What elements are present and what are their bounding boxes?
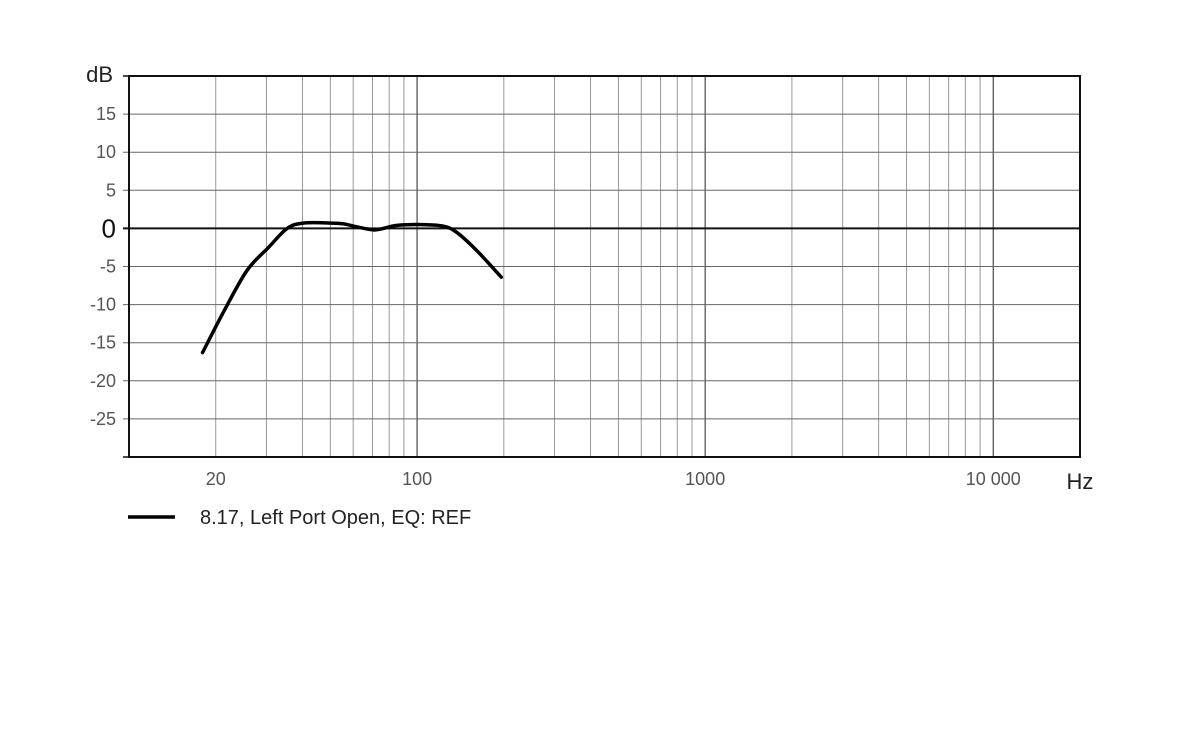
x-tick-label: 10 000 bbox=[966, 469, 1021, 489]
x-tick-label: 20 bbox=[206, 469, 226, 489]
series-line bbox=[200, 220, 504, 355]
y-tick-label: -10 bbox=[90, 295, 116, 315]
y-tick-label: 0 bbox=[102, 213, 116, 243]
y-tick-label: -15 bbox=[90, 333, 116, 353]
y-tick-label: -20 bbox=[90, 371, 116, 391]
x-tick-label: 1000 bbox=[685, 469, 725, 489]
x-axis-label: Hz bbox=[1067, 469, 1094, 494]
y-tick-label: -5 bbox=[100, 257, 116, 277]
y-tick-label: 5 bbox=[106, 180, 116, 200]
plot-frame bbox=[128, 75, 1081, 458]
y-tick-label: 15 bbox=[96, 104, 116, 124]
y-axis-label: dB bbox=[86, 62, 113, 87]
y-tick-label: -25 bbox=[90, 409, 116, 429]
legend-label: 8.17, Left Port Open, EQ: REF bbox=[200, 507, 471, 529]
y-tick-label: 10 bbox=[96, 142, 116, 162]
x-tick-label: 100 bbox=[402, 469, 432, 489]
